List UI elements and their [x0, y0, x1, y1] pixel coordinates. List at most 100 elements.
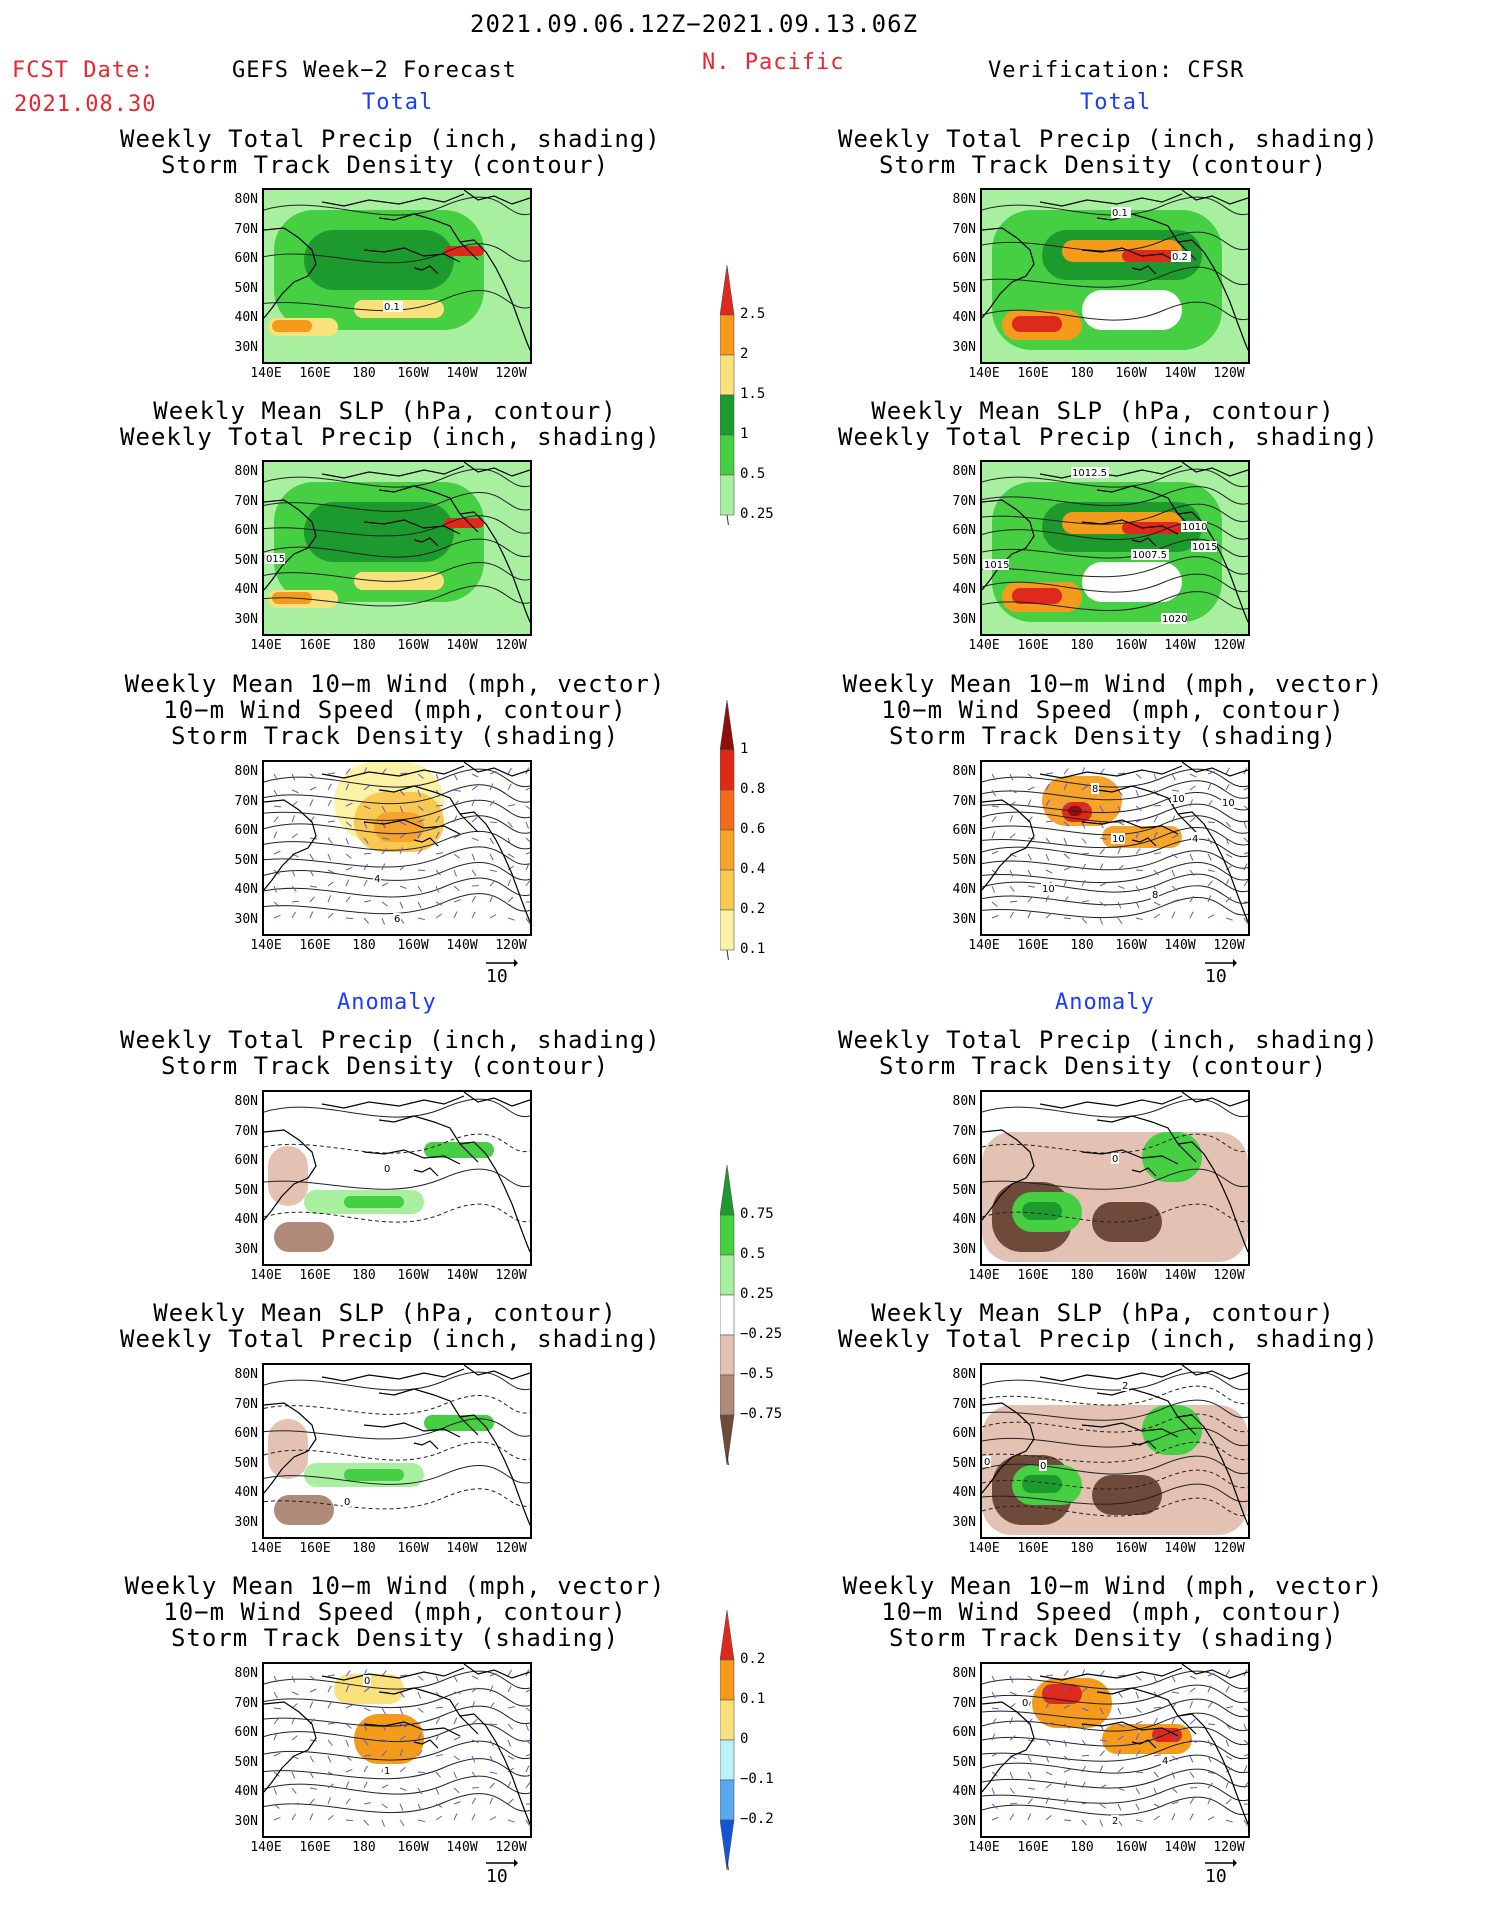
- coastline: [463, 190, 530, 205]
- wind-vector: [1207, 1755, 1212, 1763]
- wind-vector: [1189, 785, 1196, 791]
- forecast-title: GEFS Week−2 Forecast: [232, 58, 517, 83]
- wind-vector: [525, 837, 530, 843]
- lat-tick-label: 30N: [234, 1241, 258, 1257]
- wind-vector: [1207, 853, 1212, 861]
- contour-line: [982, 1133, 1248, 1154]
- wind-vector: [1009, 833, 1016, 839]
- contour-label: 0.1: [1112, 208, 1128, 219]
- wind-vector: [435, 831, 440, 839]
- contour-label-bg: [983, 559, 1009, 570]
- wind-vector: [273, 805, 282, 808]
- wind-vector: [1207, 1739, 1213, 1747]
- shading-region: [268, 1146, 308, 1206]
- contour-label-bg: [1039, 1460, 1047, 1471]
- wind-vector: [1243, 837, 1248, 843]
- lon-tick-label: 160E: [299, 1840, 331, 1855]
- wind-vector: [1225, 1685, 1230, 1693]
- coastline: [982, 799, 1035, 891]
- wind-vector: [489, 1723, 498, 1726]
- coastline: [1181, 1365, 1248, 1380]
- wind-vector: [309, 1798, 315, 1805]
- wind-vector: [1045, 1797, 1050, 1805]
- wind-vector: [1009, 1787, 1015, 1794]
- date-range: 2021.09.06.12Z−2021.09.13.06Z: [470, 10, 919, 38]
- wind-vector: [291, 1691, 299, 1696]
- colorbar-swatch: [719, 394, 735, 436]
- wind-vector: [1171, 1755, 1178, 1761]
- wind-vector: [1063, 1819, 1072, 1822]
- contour-label: 4: [374, 874, 380, 885]
- wind-vector: [1189, 773, 1197, 778]
- wind-vector: [345, 1704, 353, 1709]
- contour-line: [982, 1413, 1248, 1433]
- coastline: [363, 819, 461, 835]
- wind-vector: [1099, 821, 1104, 829]
- coastline: [1096, 1115, 1197, 1163]
- wind-vector: [1243, 1707, 1248, 1712]
- lat-tick-label: 40N: [952, 582, 976, 597]
- wind-vector: [991, 789, 996, 797]
- colorbar-swatch: [719, 434, 735, 476]
- wind-vector: [1135, 917, 1143, 921]
- lon-tick-label: 120W: [495, 366, 527, 381]
- contour-label-bg: [343, 1496, 351, 1507]
- wind-vector: [435, 1815, 443, 1821]
- coastline: [459, 1414, 530, 1526]
- lon-tick-label: 180: [1070, 1268, 1094, 1283]
- wind-vector: [489, 895, 494, 903]
- wind-vector: [489, 1771, 497, 1775]
- coastline: [982, 1402, 1035, 1494]
- wind-vector: [1189, 1813, 1194, 1821]
- wind-vector: [345, 1781, 350, 1789]
- wind-vector: [507, 1669, 512, 1677]
- wind-vector: [1243, 917, 1248, 925]
- contour-label: 0: [984, 1457, 990, 1468]
- wind-vector: [1045, 783, 1050, 791]
- coastline: [982, 499, 1035, 591]
- lat-tick-label: 30N: [234, 911, 258, 927]
- wind-vector: [1225, 1819, 1233, 1823]
- wind-vector: [507, 1767, 515, 1773]
- coastline: [264, 799, 317, 891]
- contour-line: [264, 1740, 530, 1761]
- colorbar-swatch: [719, 1374, 735, 1416]
- wind-vector: [1063, 866, 1071, 871]
- wind-vector: [309, 885, 317, 888]
- contour-label: 1020: [1162, 614, 1187, 625]
- wind-vector: [525, 1754, 530, 1757]
- wind-vector: [309, 773, 316, 779]
- lon-tick-label: 160E: [1017, 938, 1049, 953]
- contour-label-bg: [1111, 1815, 1119, 1826]
- wind-vector: [991, 1787, 996, 1795]
- wind-vector: [417, 1707, 424, 1713]
- wind-vector: [489, 853, 494, 861]
- wind-vector: [435, 913, 443, 919]
- wind-vector: [363, 863, 368, 871]
- wind-vector: [1027, 1739, 1036, 1742]
- wind-vector: [1009, 1717, 1014, 1725]
- colorbar-swatch: [719, 354, 735, 396]
- contour-line: [264, 1441, 530, 1461]
- wind-vector: [381, 1739, 389, 1742]
- lat-tick-label: 70N: [952, 1695, 976, 1711]
- coastline: [1081, 1149, 1179, 1165]
- wind-vector: [363, 1765, 368, 1773]
- colorbar-canvas: [719, 1164, 735, 1470]
- wind-vector: [1099, 1765, 1104, 1773]
- contour-label: 1015: [1192, 542, 1217, 553]
- wind-vector: [507, 837, 512, 845]
- wind-vector: [489, 1755, 494, 1763]
- wind-vector: [507, 1723, 513, 1730]
- wind-vector: [1135, 848, 1141, 855]
- wind-vector: [1225, 917, 1233, 921]
- lat-tick-label: 60N: [952, 1153, 976, 1168]
- wind-vector: [1171, 1691, 1179, 1694]
- wind-vector: [453, 853, 460, 859]
- colorbar-swatch: [719, 789, 735, 831]
- lon-tick-label: 180: [352, 1268, 376, 1283]
- colorbar-canvas: [719, 699, 735, 965]
- panel-title-total-slp-right: Weekly Mean SLP (hPa, contour) Weekly Tot…: [838, 397, 1379, 451]
- wind-vector: [471, 869, 477, 876]
